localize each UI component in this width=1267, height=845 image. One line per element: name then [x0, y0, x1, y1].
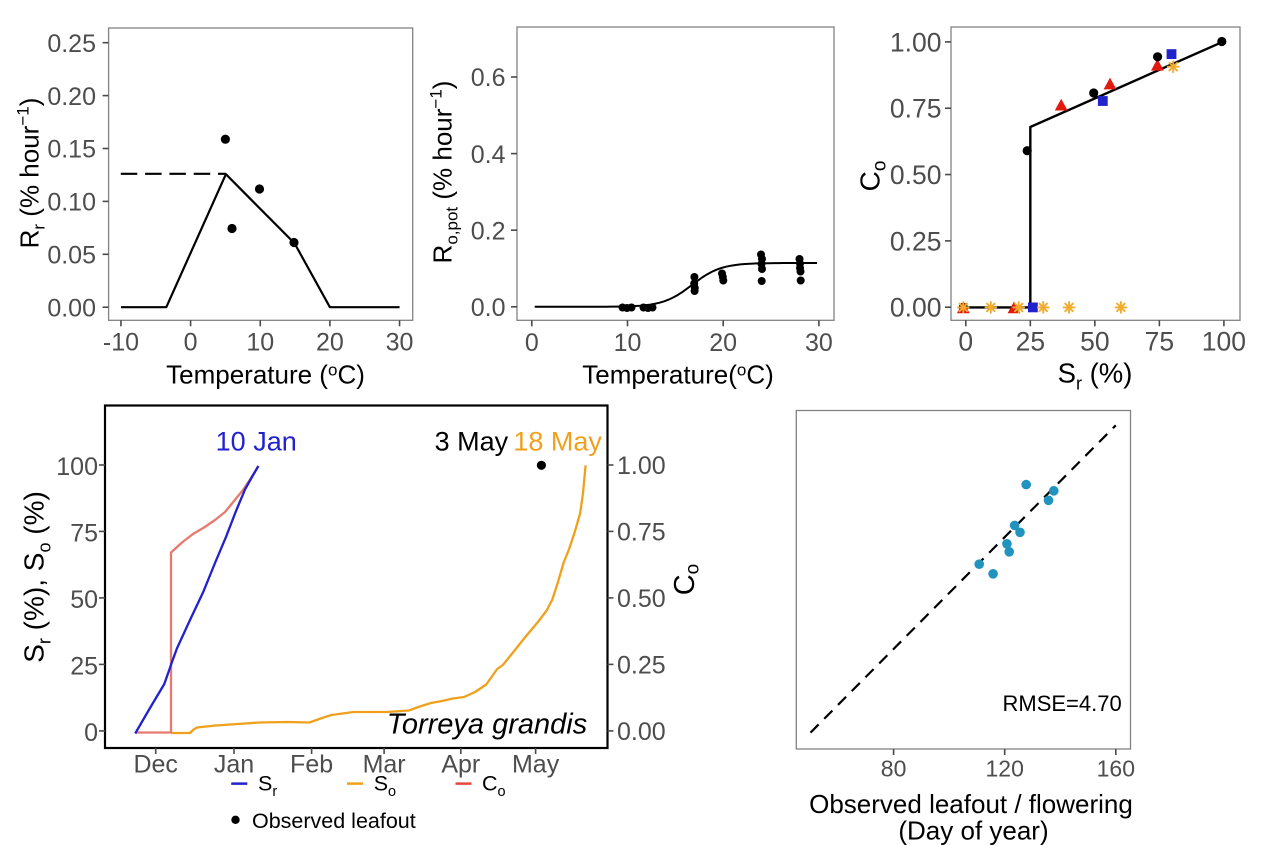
svg-text:120: 120: [986, 756, 1024, 782]
svg-text:0: 0: [84, 719, 98, 747]
svg-text:Apr: Apr: [441, 750, 480, 778]
svg-text:Dec: Dec: [133, 750, 177, 778]
svg-text:0.25: 0.25: [47, 30, 96, 58]
svg-text:0.25: 0.25: [890, 226, 942, 256]
svg-text:Rr (% hour−1): Rr (% hour−1): [14, 98, 49, 249]
svg-text:0.50: 0.50: [617, 585, 666, 613]
svg-text:20: 20: [316, 328, 344, 356]
svg-text:75: 75: [1145, 327, 1174, 357]
svg-text:20: 20: [709, 329, 737, 357]
svg-text:Observed leafout: Observed leafout: [252, 809, 416, 833]
svg-text:0: 0: [184, 328, 198, 356]
svg-text:(Day of year): (Day of year): [898, 816, 1048, 845]
svg-text:0.6: 0.6: [471, 64, 506, 92]
svg-text:18 May: 18 May: [513, 426, 602, 456]
svg-text:10: 10: [614, 329, 642, 357]
svg-text:Temperature(oC): Temperature(oC): [582, 359, 774, 389]
svg-text:Mar: Mar: [363, 750, 406, 778]
svg-text:10: 10: [246, 328, 274, 356]
svg-text:0.00: 0.00: [617, 718, 666, 746]
svg-text:0: 0: [958, 327, 973, 357]
svg-text:25: 25: [70, 652, 98, 680]
svg-text:Sr (%): Sr (%): [1058, 358, 1133, 394]
svg-text:0: 0: [525, 329, 539, 357]
svg-text:Jan: Jan: [214, 750, 254, 778]
svg-text:0.2: 0.2: [471, 217, 506, 245]
svg-text:Torreya grandis: Torreya grandis: [387, 709, 587, 741]
svg-text:100: 100: [1202, 327, 1246, 357]
svg-text:Co: Co: [855, 161, 891, 192]
svg-text:Feb: Feb: [290, 750, 333, 778]
svg-text:100: 100: [56, 453, 98, 481]
svg-text:0.20: 0.20: [47, 83, 96, 111]
svg-text:0.50: 0.50: [890, 160, 942, 190]
svg-text:0.75: 0.75: [890, 94, 942, 124]
svg-text:75: 75: [70, 519, 98, 547]
svg-text:Observed leafout / flowering: Observed leafout / flowering: [809, 789, 1133, 819]
svg-text:Co: Co: [669, 564, 704, 596]
svg-text:RMSE=4.70: RMSE=4.70: [1003, 691, 1122, 716]
svg-text:Sr (%), So (%): Sr (%), So (%): [19, 491, 55, 663]
svg-text:Temperature (oC): Temperature (oC): [166, 360, 365, 390]
svg-text:160: 160: [1097, 756, 1135, 782]
svg-text:0.15: 0.15: [47, 136, 96, 164]
svg-text:Co: Co: [482, 772, 506, 801]
svg-text:Ro,pot (% hour−1): Ro,pot (% hour−1): [427, 81, 462, 264]
svg-text:1.00: 1.00: [890, 27, 942, 57]
svg-text:0.4: 0.4: [471, 141, 506, 169]
svg-text:0.00: 0.00: [47, 294, 96, 322]
svg-text:3 May: 3 May: [435, 426, 509, 456]
svg-text:0.00: 0.00: [890, 293, 942, 323]
svg-text:0.10: 0.10: [47, 189, 96, 217]
svg-text:50: 50: [1080, 327, 1109, 357]
svg-text:1.00: 1.00: [617, 452, 666, 480]
svg-text:10 Jan: 10 Jan: [216, 426, 297, 456]
svg-text:0.25: 0.25: [617, 652, 666, 680]
svg-text:0.05: 0.05: [47, 242, 96, 270]
svg-text:25: 25: [1016, 327, 1045, 357]
svg-text:0.0: 0.0: [471, 294, 506, 322]
svg-text:30: 30: [386, 328, 414, 356]
svg-text:30: 30: [805, 329, 833, 357]
svg-text:-10: -10: [103, 328, 139, 356]
svg-text:Sr: Sr: [258, 772, 277, 801]
svg-text:80: 80: [881, 756, 907, 782]
svg-text:May: May: [512, 750, 560, 778]
svg-text:0.75: 0.75: [617, 519, 666, 547]
svg-text:50: 50: [70, 586, 98, 614]
